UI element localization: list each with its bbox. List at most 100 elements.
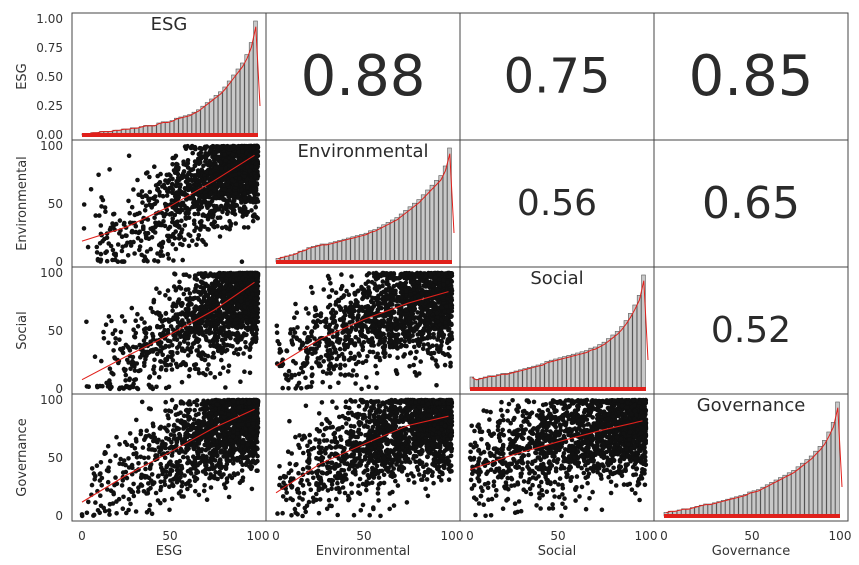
scatter-point [165, 288, 171, 293]
scatter-point [175, 178, 181, 183]
histogram-bar [346, 237, 351, 263]
histogram-bar [310, 246, 316, 263]
scatter-point [302, 330, 307, 336]
scatter-point [439, 317, 444, 323]
scatter-environmental-vs-esg [81, 143, 261, 265]
scatter-point [180, 346, 185, 352]
scatter-point [177, 279, 182, 285]
scatter-point [166, 384, 172, 390]
histogram-bar [584, 350, 589, 390]
scatter-point [245, 225, 251, 230]
scatter-point [99, 204, 104, 209]
scatter-point [143, 203, 149, 209]
histogram-bar [429, 184, 435, 263]
histogram-bar [354, 235, 360, 263]
scatter-point [229, 173, 235, 178]
scatter-point [253, 296, 259, 302]
scatter-point [146, 236, 152, 241]
scatter-point [81, 226, 87, 231]
scatter-point [155, 187, 160, 193]
scatter-point [255, 145, 260, 151]
scatter-point [219, 357, 224, 363]
scatter-point [194, 283, 200, 289]
scatter-point [167, 296, 172, 302]
scatter-point [203, 293, 208, 299]
scatter-point [126, 153, 132, 159]
scatter-point [434, 343, 440, 349]
scatter-point [147, 189, 153, 195]
scatter-point [372, 286, 378, 291]
scatter-point [193, 329, 198, 334]
panel-esg-governance [653, 12, 849, 141]
scatter-point [176, 236, 182, 241]
scatter-point [418, 313, 424, 319]
scatter-point [238, 298, 244, 304]
scatter-point [252, 321, 258, 327]
scatter-point [179, 379, 185, 385]
histogram-bar [231, 74, 236, 136]
scatter-point [227, 343, 233, 348]
scatter-point [126, 360, 131, 365]
scatter-point [133, 377, 139, 382]
scatter-point [127, 220, 133, 225]
scatter-point [245, 289, 250, 295]
scatter-point [180, 257, 185, 263]
scatter-point [186, 373, 192, 379]
scatter-point [152, 230, 158, 235]
scatter-point [391, 309, 397, 315]
scatter-point [395, 355, 400, 361]
scatter-point [192, 163, 198, 169]
scatter-point [254, 182, 260, 187]
histogram-bar [332, 241, 338, 263]
scatter-point [220, 183, 226, 188]
histogram-bar [341, 238, 347, 263]
scatter-point [202, 144, 208, 150]
histogram-bar [442, 165, 448, 263]
scatter-point [336, 298, 341, 303]
histogram-bar [187, 114, 192, 136]
scatter-point [293, 361, 299, 366]
histogram-bar [518, 369, 523, 390]
scatter-point [113, 336, 118, 341]
scatter-point [125, 253, 131, 258]
diagonal-title-social: Social [530, 268, 583, 289]
scatter-point [183, 214, 188, 220]
scatter-point [241, 191, 247, 196]
scatter-point [233, 325, 239, 330]
histogram-bar [438, 175, 443, 263]
histogram-bar [174, 117, 179, 136]
histogram-bar [182, 115, 188, 136]
scatter-point [124, 233, 129, 239]
histogram-bar [425, 189, 430, 263]
scatter-point [155, 173, 160, 179]
scatter-point [183, 312, 188, 318]
scatter-point [253, 292, 259, 297]
scatter-point [248, 199, 253, 204]
scatter-point [139, 189, 145, 194]
scatter-point [226, 363, 232, 369]
histogram-bar [632, 304, 637, 390]
scatter-point [183, 146, 189, 151]
scatter-point [187, 182, 193, 188]
scatter-point [172, 155, 177, 161]
scatter-point [92, 354, 98, 360]
scatter-point [191, 145, 196, 151]
scatter-point [219, 145, 224, 151]
scatter-point [165, 251, 171, 257]
scatter-point [253, 307, 259, 313]
scatter-point [425, 347, 430, 353]
scatter-point [188, 177, 194, 182]
scatter-point [155, 259, 161, 264]
scatter-point [210, 289, 216, 294]
scatter-point [119, 248, 125, 254]
scatter-point [407, 339, 412, 345]
scatter-point [209, 330, 214, 335]
histogram-bar [553, 358, 558, 390]
scatter-point [348, 350, 353, 356]
scatter-point [203, 329, 209, 334]
histogram-bar [350, 236, 355, 263]
scatter-point [344, 288, 349, 294]
scatter-point [197, 158, 202, 164]
scatter-point [356, 351, 362, 357]
